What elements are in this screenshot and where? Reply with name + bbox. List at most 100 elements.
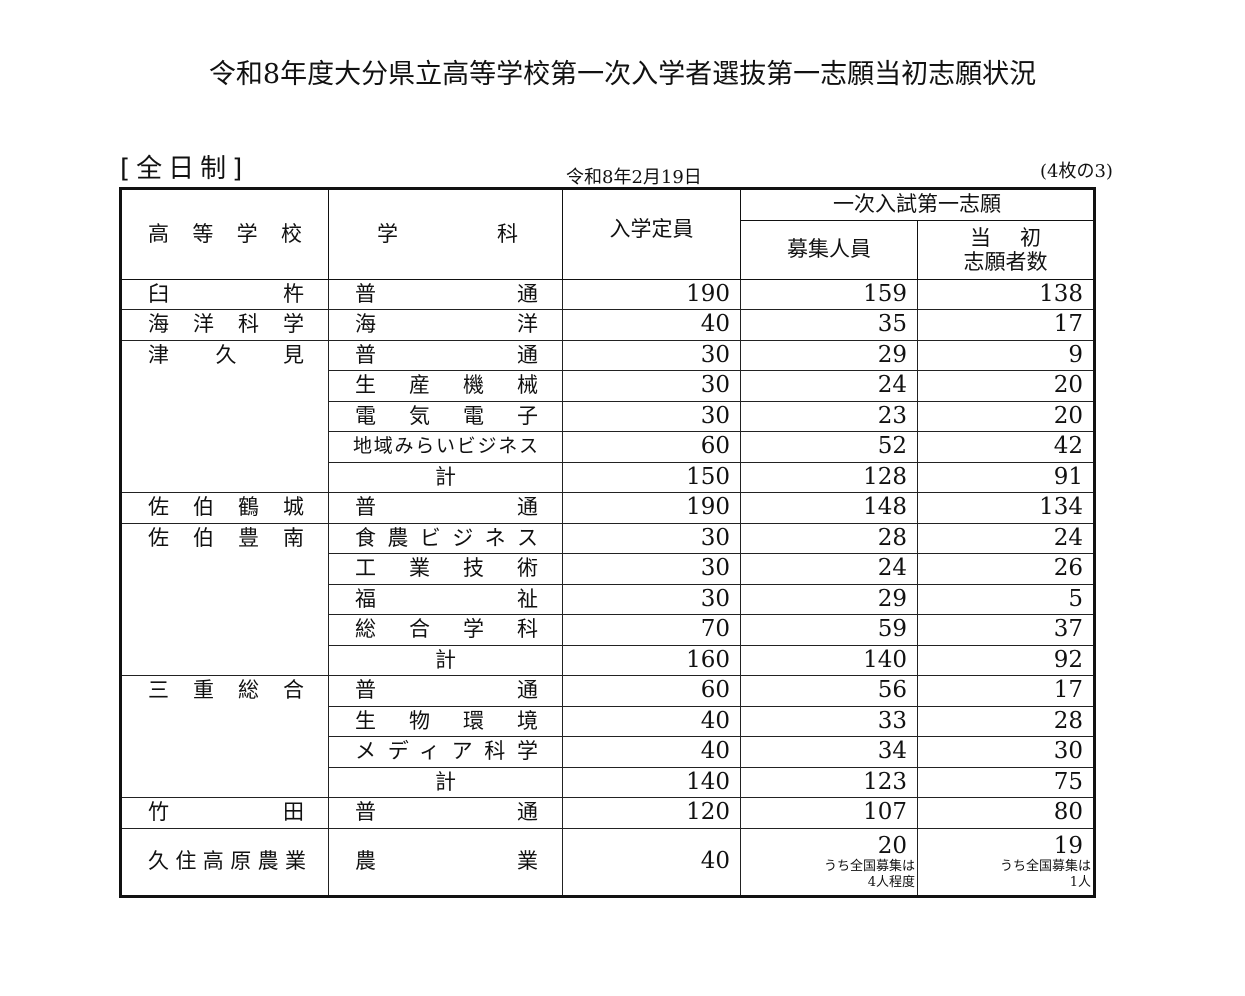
subtotal-label: 計 (328, 461, 563, 493)
applicants-value: 17 (917, 675, 1095, 707)
table-row: メディア科学 40 34 30 (121, 736, 1095, 768)
table-row: 生物環境 40 33 28 (121, 705, 1095, 737)
recruit-value: 52 (740, 431, 918, 463)
capacity-value: 60 (562, 675, 741, 707)
table-row: 福祉 30 29 5 (121, 583, 1095, 615)
capacity-value: 40 (562, 309, 741, 341)
school-name: 三重総合 (120, 675, 329, 798)
table-row: 地域みらいビジネス 60 52 42 (121, 431, 1095, 463)
page-number: (4枚の3) (1040, 161, 1113, 182)
table-row: 竹田 普通 120 107 80 (120, 797, 1095, 829)
recruit-value: 148 (740, 492, 918, 524)
dept-name: 普通 (328, 492, 563, 524)
header-applicants: 当初 志願者数 (917, 219, 1095, 280)
capacity-value: 30 (562, 583, 741, 615)
applications-table: 高等学校 学科 入学定員 一次入試第一志願 募集人員 当初 志願者数 臼杵 普通 19… (119, 187, 1096, 898)
table-row: 佐伯鶴城 普通 190 148 134 (120, 492, 1095, 524)
dept-name: 食農ビジネス (328, 522, 563, 554)
subtotal-label: 計 (328, 644, 563, 676)
school-name: 久住高原農業 (120, 827, 329, 897)
capacity-value: 30 (562, 370, 741, 402)
applicants-value: 42 (917, 431, 1095, 463)
page-title: 令和8年度大分県立高等学校第一次入学者選抜第一志願当初志願状況 (208, 59, 1037, 90)
applicants-value: 17 (917, 309, 1095, 341)
subtotal-applicants: 75 (917, 766, 1095, 798)
dept-name: 農業 (328, 827, 563, 897)
subtotal-row: 計 140 123 75 (121, 766, 1095, 798)
applicants-value: 30 (917, 736, 1095, 768)
applicants-value: 19 うち全国募集は 1人 (917, 827, 1095, 897)
report-date: 令和8年2月19日 (566, 167, 702, 188)
table-row: 工業技術 30 24 26 (121, 553, 1095, 585)
dept-name: メディア科学 (328, 736, 563, 768)
subtotal-recruit: 140 (740, 644, 918, 676)
applicants-value: 5 (917, 583, 1095, 615)
dept-name: 福祉 (328, 583, 563, 615)
recruit-value: 28 (740, 522, 918, 554)
table-row: 久住高原農業 農業 40 20 うち全国募集は 4人程度 19 うち全国募集は 1人 (120, 827, 1095, 897)
recruit-value: 23 (740, 400, 918, 432)
capacity-value: 30 (562, 339, 741, 371)
capacity-value: 30 (562, 553, 741, 585)
dept-name: 生物環境 (328, 705, 563, 737)
dept-name: 地域みらいビジネス (328, 431, 563, 463)
dept-name: 普通 (328, 339, 563, 371)
recruit-value: 29 (740, 339, 918, 371)
capacity-value: 40 (562, 736, 741, 768)
dept-name: 電気電子 (328, 400, 563, 432)
recruit-value: 24 (740, 553, 918, 585)
table-row: 三重総合 普通 60 56 17 (120, 675, 1095, 798)
capacity-value: 60 (562, 431, 741, 463)
applicants-value: 28 (917, 705, 1095, 737)
dept-name: 総合学科 (328, 614, 563, 646)
header-dept: 学科 (328, 188, 563, 280)
header-first-choice: 一次入試第一志願 (740, 188, 1095, 221)
school-name: 津久見 (120, 339, 329, 493)
subtotal-capacity: 160 (562, 644, 741, 676)
recruit-value: 35 (740, 309, 918, 341)
header-school: 高等学校 (120, 188, 329, 280)
dept-name: 普通 (328, 278, 563, 310)
subtotal-capacity: 150 (562, 461, 741, 493)
recruit-value: 33 (740, 705, 918, 737)
header-capacity: 入学定員 (562, 188, 741, 280)
capacity-value: 30 (562, 400, 741, 432)
dept-name: 普通 (328, 675, 563, 707)
table-row: 佐伯豊南 食農ビジネス 30 28 24 (120, 522, 1095, 676)
capacity-value: 70 (562, 614, 741, 646)
capacity-value: 190 (562, 492, 741, 524)
subtotal-recruit: 123 (740, 766, 918, 798)
dept-name: 海洋 (328, 309, 563, 341)
applicants-value: 26 (917, 553, 1095, 585)
recruit-value: 59 (740, 614, 918, 646)
recruit-value: 56 (740, 675, 918, 707)
applicants-value: 9 (917, 339, 1095, 371)
school-name: 竹田 (120, 797, 329, 829)
recruit-value: 24 (740, 370, 918, 402)
applicants-value: 37 (917, 614, 1095, 646)
capacity-value: 40 (562, 705, 741, 737)
recruit-value: 20 うち全国募集は 4人程度 (740, 827, 918, 897)
table-row: 津久見 普通 30 29 9 (120, 339, 1095, 493)
recruit-value: 159 (740, 278, 918, 310)
applicants-value: 138 (917, 278, 1095, 310)
capacity-value: 120 (562, 797, 741, 829)
school-name: 佐伯豊南 (120, 522, 329, 676)
table-row: 海洋科学 海洋 40 35 17 (120, 309, 1095, 341)
subtotal-capacity: 140 (562, 766, 741, 798)
recruit-value: 34 (740, 736, 918, 768)
recruit-value: 29 (740, 583, 918, 615)
section-label: [全日制] (120, 154, 249, 184)
subtotal-recruit: 128 (740, 461, 918, 493)
applicants-value: 80 (917, 797, 1095, 829)
recruit-value: 107 (740, 797, 918, 829)
subtotal-row: 計 160 140 92 (121, 644, 1095, 676)
dept-name: 生産機械 (328, 370, 563, 402)
subtotal-applicants: 92 (917, 644, 1095, 676)
applicants-value: 24 (917, 522, 1095, 554)
capacity-value: 40 (562, 827, 741, 897)
subtotal-applicants: 91 (917, 461, 1095, 493)
school-name: 海洋科学 (120, 309, 329, 341)
applicants-value: 20 (917, 400, 1095, 432)
applicants-value: 134 (917, 492, 1095, 524)
